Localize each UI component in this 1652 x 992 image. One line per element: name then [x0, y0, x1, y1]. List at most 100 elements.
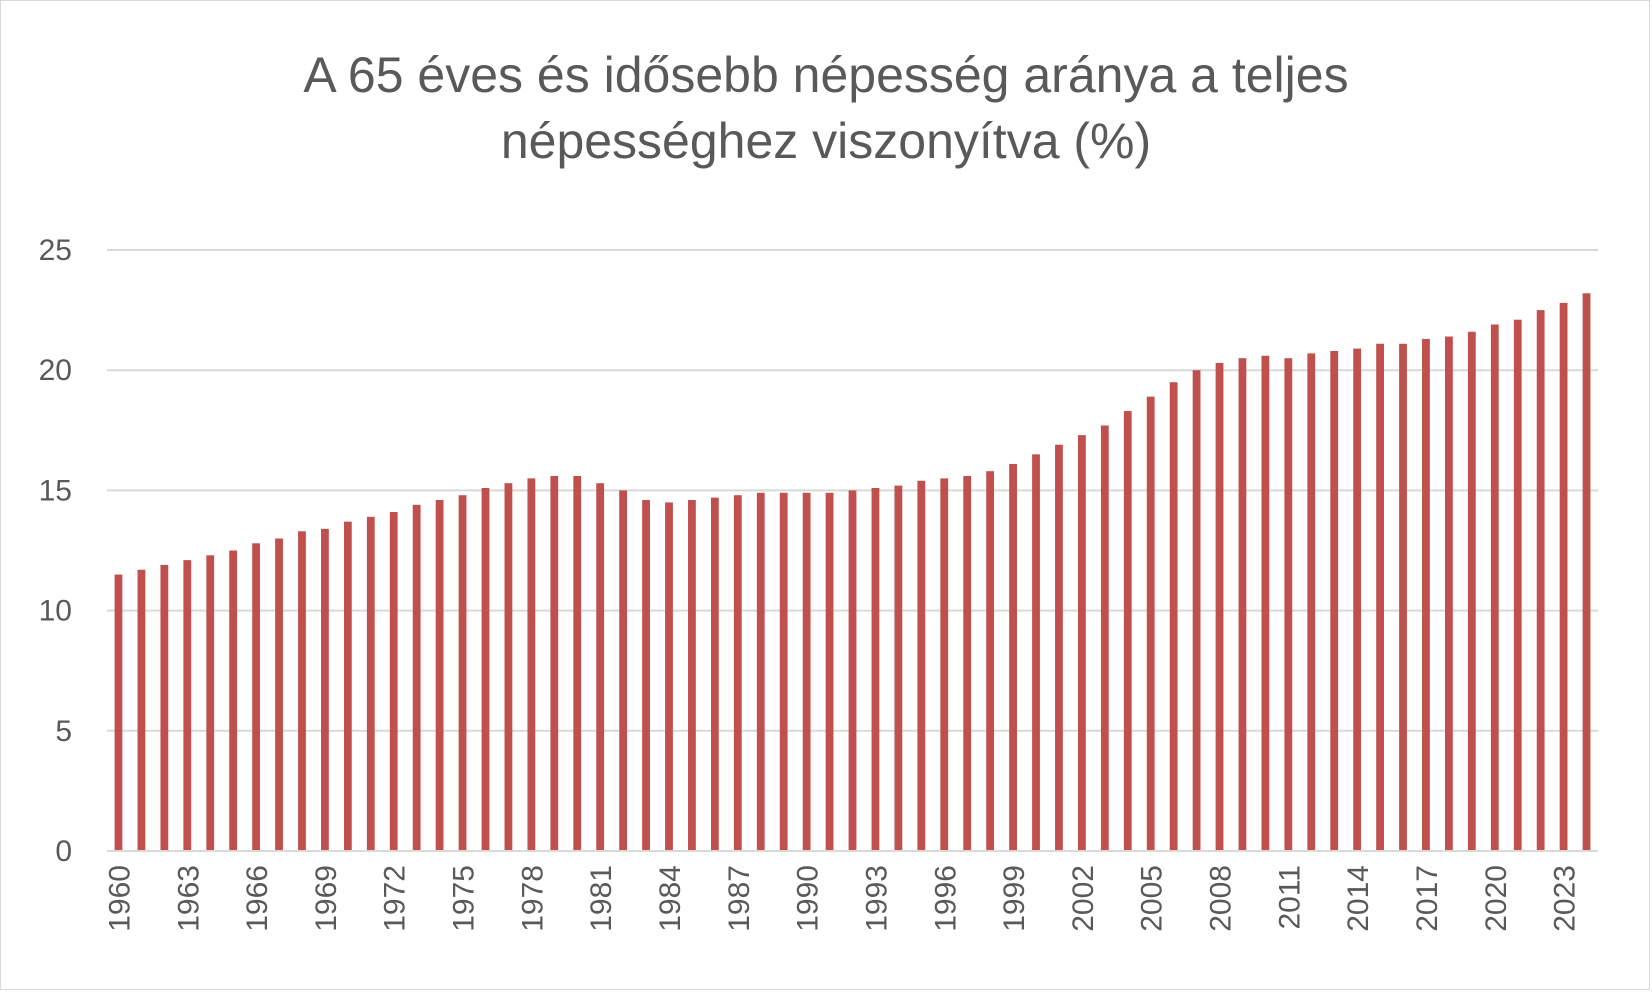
bar-1973 — [412, 504, 421, 851]
y-tick-label: 10 — [39, 595, 72, 628]
bar-2002 — [1077, 435, 1086, 851]
y-tick-label: 5 — [55, 715, 72, 748]
bar-2004 — [1123, 411, 1132, 851]
bar-1981 — [596, 483, 605, 851]
bar-1995 — [917, 480, 926, 851]
bar-1994 — [894, 485, 903, 851]
x-tick-label: 1990 — [792, 865, 825, 932]
bar-1964 — [206, 555, 215, 851]
x-tick-label: 2008 — [1205, 865, 1238, 932]
bar-1992 — [848, 490, 857, 851]
bar-2010 — [1261, 355, 1270, 851]
bar-1966 — [252, 543, 260, 851]
bar-2018 — [1445, 336, 1453, 851]
chart-title-line-2: népességhez viszonyítva (%) — [500, 113, 1152, 169]
bar-1988 — [756, 492, 765, 851]
bar-2024 — [1582, 293, 1591, 851]
bar-1975 — [458, 495, 467, 851]
bar-1969 — [321, 528, 329, 851]
bar-1997 — [963, 475, 972, 851]
bar-2022 — [1536, 310, 1545, 852]
bar-2020 — [1490, 324, 1499, 851]
bar-1967 — [275, 538, 283, 851]
x-tick-label: 2005 — [1136, 865, 1169, 932]
bar-2008 — [1215, 362, 1224, 851]
bar-1974 — [435, 500, 444, 851]
bar-2016 — [1399, 343, 1407, 851]
x-tick-label: 1984 — [654, 865, 687, 932]
bar-2001 — [1055, 444, 1063, 851]
bar-2000 — [1032, 454, 1040, 851]
bar-1987 — [733, 495, 742, 851]
x-tick-label: 1969 — [310, 865, 343, 932]
x-tick-label: 1963 — [172, 865, 205, 932]
bar-1998 — [986, 471, 995, 851]
bar-1993 — [871, 488, 880, 851]
x-tick-label: 2020 — [1480, 865, 1513, 932]
bar-1965 — [229, 550, 238, 851]
y-tick-label: 25 — [39, 234, 72, 267]
bar-1982 — [619, 490, 628, 851]
bar-1984 — [665, 502, 673, 851]
bar-1963 — [183, 560, 192, 851]
x-tick-label: 1975 — [448, 865, 481, 932]
bar-1968 — [298, 531, 306, 851]
x-tick-label: 1960 — [103, 865, 136, 932]
x-tick-label: 1999 — [998, 865, 1031, 932]
bar-2012 — [1307, 353, 1316, 851]
bar-1985 — [688, 500, 696, 851]
x-tick-label: 1987 — [723, 865, 756, 932]
bar-1972 — [389, 512, 398, 851]
bar-2013 — [1330, 350, 1339, 851]
bar-2011 — [1284, 358, 1293, 851]
y-tick-label: 20 — [39, 354, 72, 387]
bar-2009 — [1238, 358, 1247, 851]
bar-1986 — [710, 497, 719, 851]
chart-title: A 65 éves és idősebb népesség aránya a t… — [0, 42, 1652, 174]
bar-2021 — [1513, 319, 1522, 852]
x-tick-label: 1972 — [379, 865, 412, 932]
bar-1978 — [527, 478, 536, 851]
bar-1980 — [573, 475, 582, 851]
x-tick-label: 1981 — [585, 865, 618, 932]
x-tick-label: 2002 — [1067, 865, 1100, 932]
x-tick-label: 1996 — [929, 865, 962, 932]
x-tick-label: 2017 — [1411, 865, 1444, 932]
y-tick-label: 15 — [39, 474, 72, 507]
chart-title-line-1: A 65 éves és idősebb népesség aránya a t… — [303, 47, 1349, 103]
bar-2007 — [1192, 370, 1201, 851]
bar-2023 — [1559, 302, 1568, 851]
bar-2017 — [1422, 338, 1430, 851]
y-axis: 0 5 10 15 20 25 — [39, 234, 72, 868]
bar-1961 — [137, 569, 146, 851]
x-tick-label: 2023 — [1549, 865, 1582, 932]
bar-1962 — [160, 564, 169, 851]
bar-1983 — [642, 500, 650, 851]
bar-1999 — [1009, 463, 1017, 851]
bar-2019 — [1467, 331, 1476, 851]
bar-1971 — [366, 516, 375, 851]
bar-2006 — [1169, 382, 1178, 851]
bar-2003 — [1100, 425, 1109, 851]
bars — [114, 293, 1591, 852]
x-tick-label: 1978 — [516, 865, 549, 932]
x-axis: 1960 1963 1966 1969 1972 1975 1978 1981 1984 1987… — [103, 850, 1598, 932]
x-tick-label: 1966 — [241, 865, 274, 932]
bar-1970 — [343, 521, 352, 851]
y-tick-label: 0 — [55, 835, 72, 868]
bar-1960 — [114, 574, 123, 851]
bar-1996 — [940, 478, 949, 851]
bar-2014 — [1353, 348, 1362, 851]
x-tick-label: 1993 — [860, 865, 893, 932]
x-tick-label: 2011 — [1273, 865, 1306, 930]
bar-1991 — [825, 492, 834, 851]
bar-1989 — [779, 492, 788, 851]
bar-2005 — [1146, 396, 1155, 851]
bar-1976 — [481, 488, 490, 851]
bar-1979 — [550, 475, 559, 851]
bar-1990 — [802, 492, 811, 851]
bar-2015 — [1376, 343, 1384, 851]
bar-1977 — [504, 483, 513, 851]
